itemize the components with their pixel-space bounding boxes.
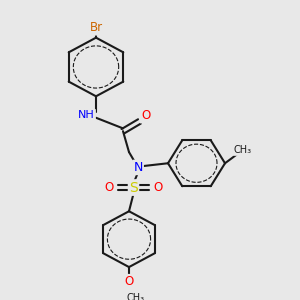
Text: NH: NH [78, 110, 95, 120]
Text: O: O [154, 181, 163, 194]
Text: N: N [133, 161, 143, 174]
Text: O: O [104, 181, 113, 194]
Text: CH₃: CH₃ [234, 145, 252, 155]
Text: S: S [129, 181, 138, 194]
Text: CH₃: CH₃ [127, 293, 145, 300]
Text: O: O [124, 275, 134, 288]
Text: O: O [141, 109, 150, 122]
Text: Br: Br [89, 21, 103, 34]
